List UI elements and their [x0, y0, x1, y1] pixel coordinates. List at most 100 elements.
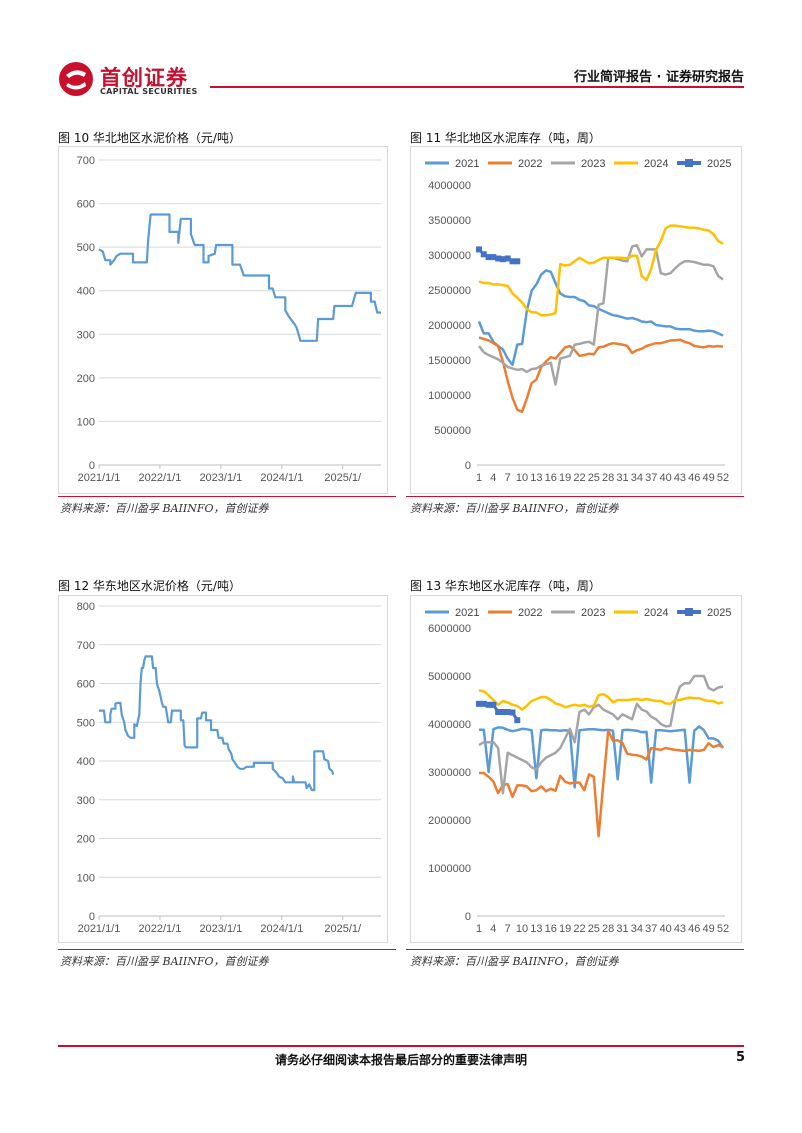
x-tick-label: 28	[602, 923, 614, 935]
x-tick-label: 2025/1/	[324, 472, 362, 484]
legend-label: 2024	[644, 158, 668, 170]
price-series-line	[98, 213, 381, 342]
series-marker-2025	[476, 700, 482, 707]
x-tick-label: 4	[490, 923, 496, 935]
x-tick-label: 10	[516, 923, 528, 935]
figure-11-source: 资料来源：百川盈孚 BAIINFO，首创证券	[410, 502, 619, 515]
x-tick-label: 2023/1/1	[199, 472, 242, 484]
y-tick-label: 5000000	[428, 671, 471, 683]
chart-11: 0 500000 1000000 1500000 2000000 2500000 30000…	[410, 146, 742, 494]
series-marker-2025	[514, 258, 521, 265]
y-tick-label: 3000000	[428, 250, 471, 262]
footer-rule	[58, 1045, 744, 1047]
y-tick-label: 0	[465, 460, 471, 472]
x-tick-label: 1	[476, 923, 482, 935]
y-tick-label: 3000000	[428, 767, 471, 779]
legend-label: 2022	[518, 158, 542, 170]
legend-label: 2025	[707, 607, 731, 619]
logo-mark-icon	[59, 62, 93, 96]
series-marker-2025	[499, 256, 506, 263]
y-tick-label: 0	[89, 911, 95, 923]
header-title: 行业简评报告 · 证券研究报告	[574, 70, 744, 85]
y-tick-label: 1000000	[428, 390, 471, 402]
source-rule-11	[406, 496, 744, 497]
figure-11-title: 图 11 华北地区水泥库存（吨，周）	[410, 131, 601, 145]
y-tick-label: 300	[77, 329, 95, 341]
y-tick-label: 100	[77, 872, 95, 884]
x-tick-label: 16	[545, 923, 557, 935]
series-marker-2025	[504, 255, 511, 262]
x-tick-label: 52	[717, 472, 729, 484]
series-marker-2025	[495, 255, 502, 262]
y-tick-label: 600	[77, 679, 95, 691]
series-line-2023	[478, 243, 724, 386]
source-rule-13	[406, 949, 744, 950]
x-tick-label: 1	[476, 472, 482, 484]
y-tick-label: 100	[77, 416, 95, 428]
x-tick-label: 7	[505, 472, 511, 484]
source-rule-10	[58, 496, 396, 497]
y-tick-label: 4000000	[428, 180, 471, 192]
figure-13-source: 资料来源：百川盈孚 BAIINFO，首创证券	[410, 955, 619, 968]
y-tick-label: 300	[77, 795, 95, 807]
series-marker-2025	[499, 709, 506, 715]
figure-10-source: 资料来源：百川盈孚 BAIINFO，首创证券	[60, 502, 269, 515]
x-tick-label: 37	[645, 923, 657, 935]
series-line-2021	[477, 269, 724, 367]
x-tick-label: 19	[559, 472, 571, 484]
figure-13-title: 图 13 华东地区水泥库存（吨，周）	[410, 579, 601, 593]
x-tick-label: 16	[545, 472, 557, 484]
figure-10-title: 图 10 华北地区水泥价格（元/吨）	[58, 131, 241, 145]
y-tick-label: 400	[77, 756, 95, 768]
figure-12-title: 图 12 华东地区水泥价格（元/吨）	[58, 579, 241, 593]
y-tick-label: 700	[77, 155, 95, 167]
series-marker-2025	[509, 709, 516, 716]
y-tick-label: 500	[77, 717, 95, 729]
series-marker-2025	[504, 709, 511, 715]
y-tick-label: 4000000	[428, 719, 471, 731]
x-tick-label: 2025/1/	[324, 923, 362, 935]
x-tick-label: 2021/1/1	[78, 472, 121, 484]
x-tick-label: 10	[516, 472, 528, 484]
x-tick-label: 31	[616, 472, 628, 484]
series-line-2024	[478, 224, 724, 317]
x-tick-label: 43	[674, 472, 686, 484]
series-marker-2025	[476, 246, 482, 253]
legend-label: 2021	[455, 158, 479, 170]
x-tick-label: 40	[659, 923, 671, 935]
x-tick-label: 43	[674, 923, 686, 935]
chart-12: 0 100 200 300 400 500 600 700 800 2021/1/1 2022/1/…	[58, 595, 388, 943]
x-tick-label: 37	[645, 472, 657, 484]
series-marker-2025	[514, 717, 521, 724]
x-tick-label: 2024/1/1	[260, 472, 303, 484]
legend-label: 2024	[644, 607, 668, 619]
x-tick-label: 46	[688, 472, 700, 484]
y-tick-label: 0	[89, 460, 95, 472]
footer-disclaimer: 请务必仔细阅读本报告最后部分的重要法律声明	[274, 1053, 527, 1067]
logo-cn-text: 首创证券	[100, 66, 188, 90]
x-tick-label: 49	[703, 923, 715, 935]
series-marker-2025	[490, 254, 497, 261]
chart-10: 0 100 200 300 400 500 600 700 2021/1/1 2022/1/1 20…	[58, 146, 388, 494]
x-tick-label: 22	[573, 472, 585, 484]
x-tick-label: 7	[505, 923, 511, 935]
series-marker-2025	[485, 254, 492, 261]
x-tick-label: 25	[588, 472, 600, 484]
y-tick-label: 600	[77, 199, 95, 211]
header-rule	[210, 86, 744, 88]
legend-marker	[685, 159, 693, 167]
figure-12-source: 资料来源：百川盈孚 BAIINFO，首创证券	[60, 955, 269, 968]
y-tick-label: 700	[77, 640, 95, 652]
y-tick-label: 500	[77, 242, 95, 254]
legend-marker	[685, 608, 693, 616]
series-line-2024	[478, 689, 724, 711]
y-tick-label: 1000000	[428, 863, 471, 875]
legend-label: 2023	[581, 158, 605, 170]
series-marker-2025	[509, 258, 516, 265]
y-tick-label: 2000000	[428, 320, 471, 332]
y-tick-label: 0	[465, 911, 471, 923]
y-tick-label: 500000	[434, 425, 471, 437]
x-tick-label: 46	[688, 923, 700, 935]
x-tick-label: 52	[717, 923, 729, 935]
series-marker-2025	[480, 251, 487, 258]
